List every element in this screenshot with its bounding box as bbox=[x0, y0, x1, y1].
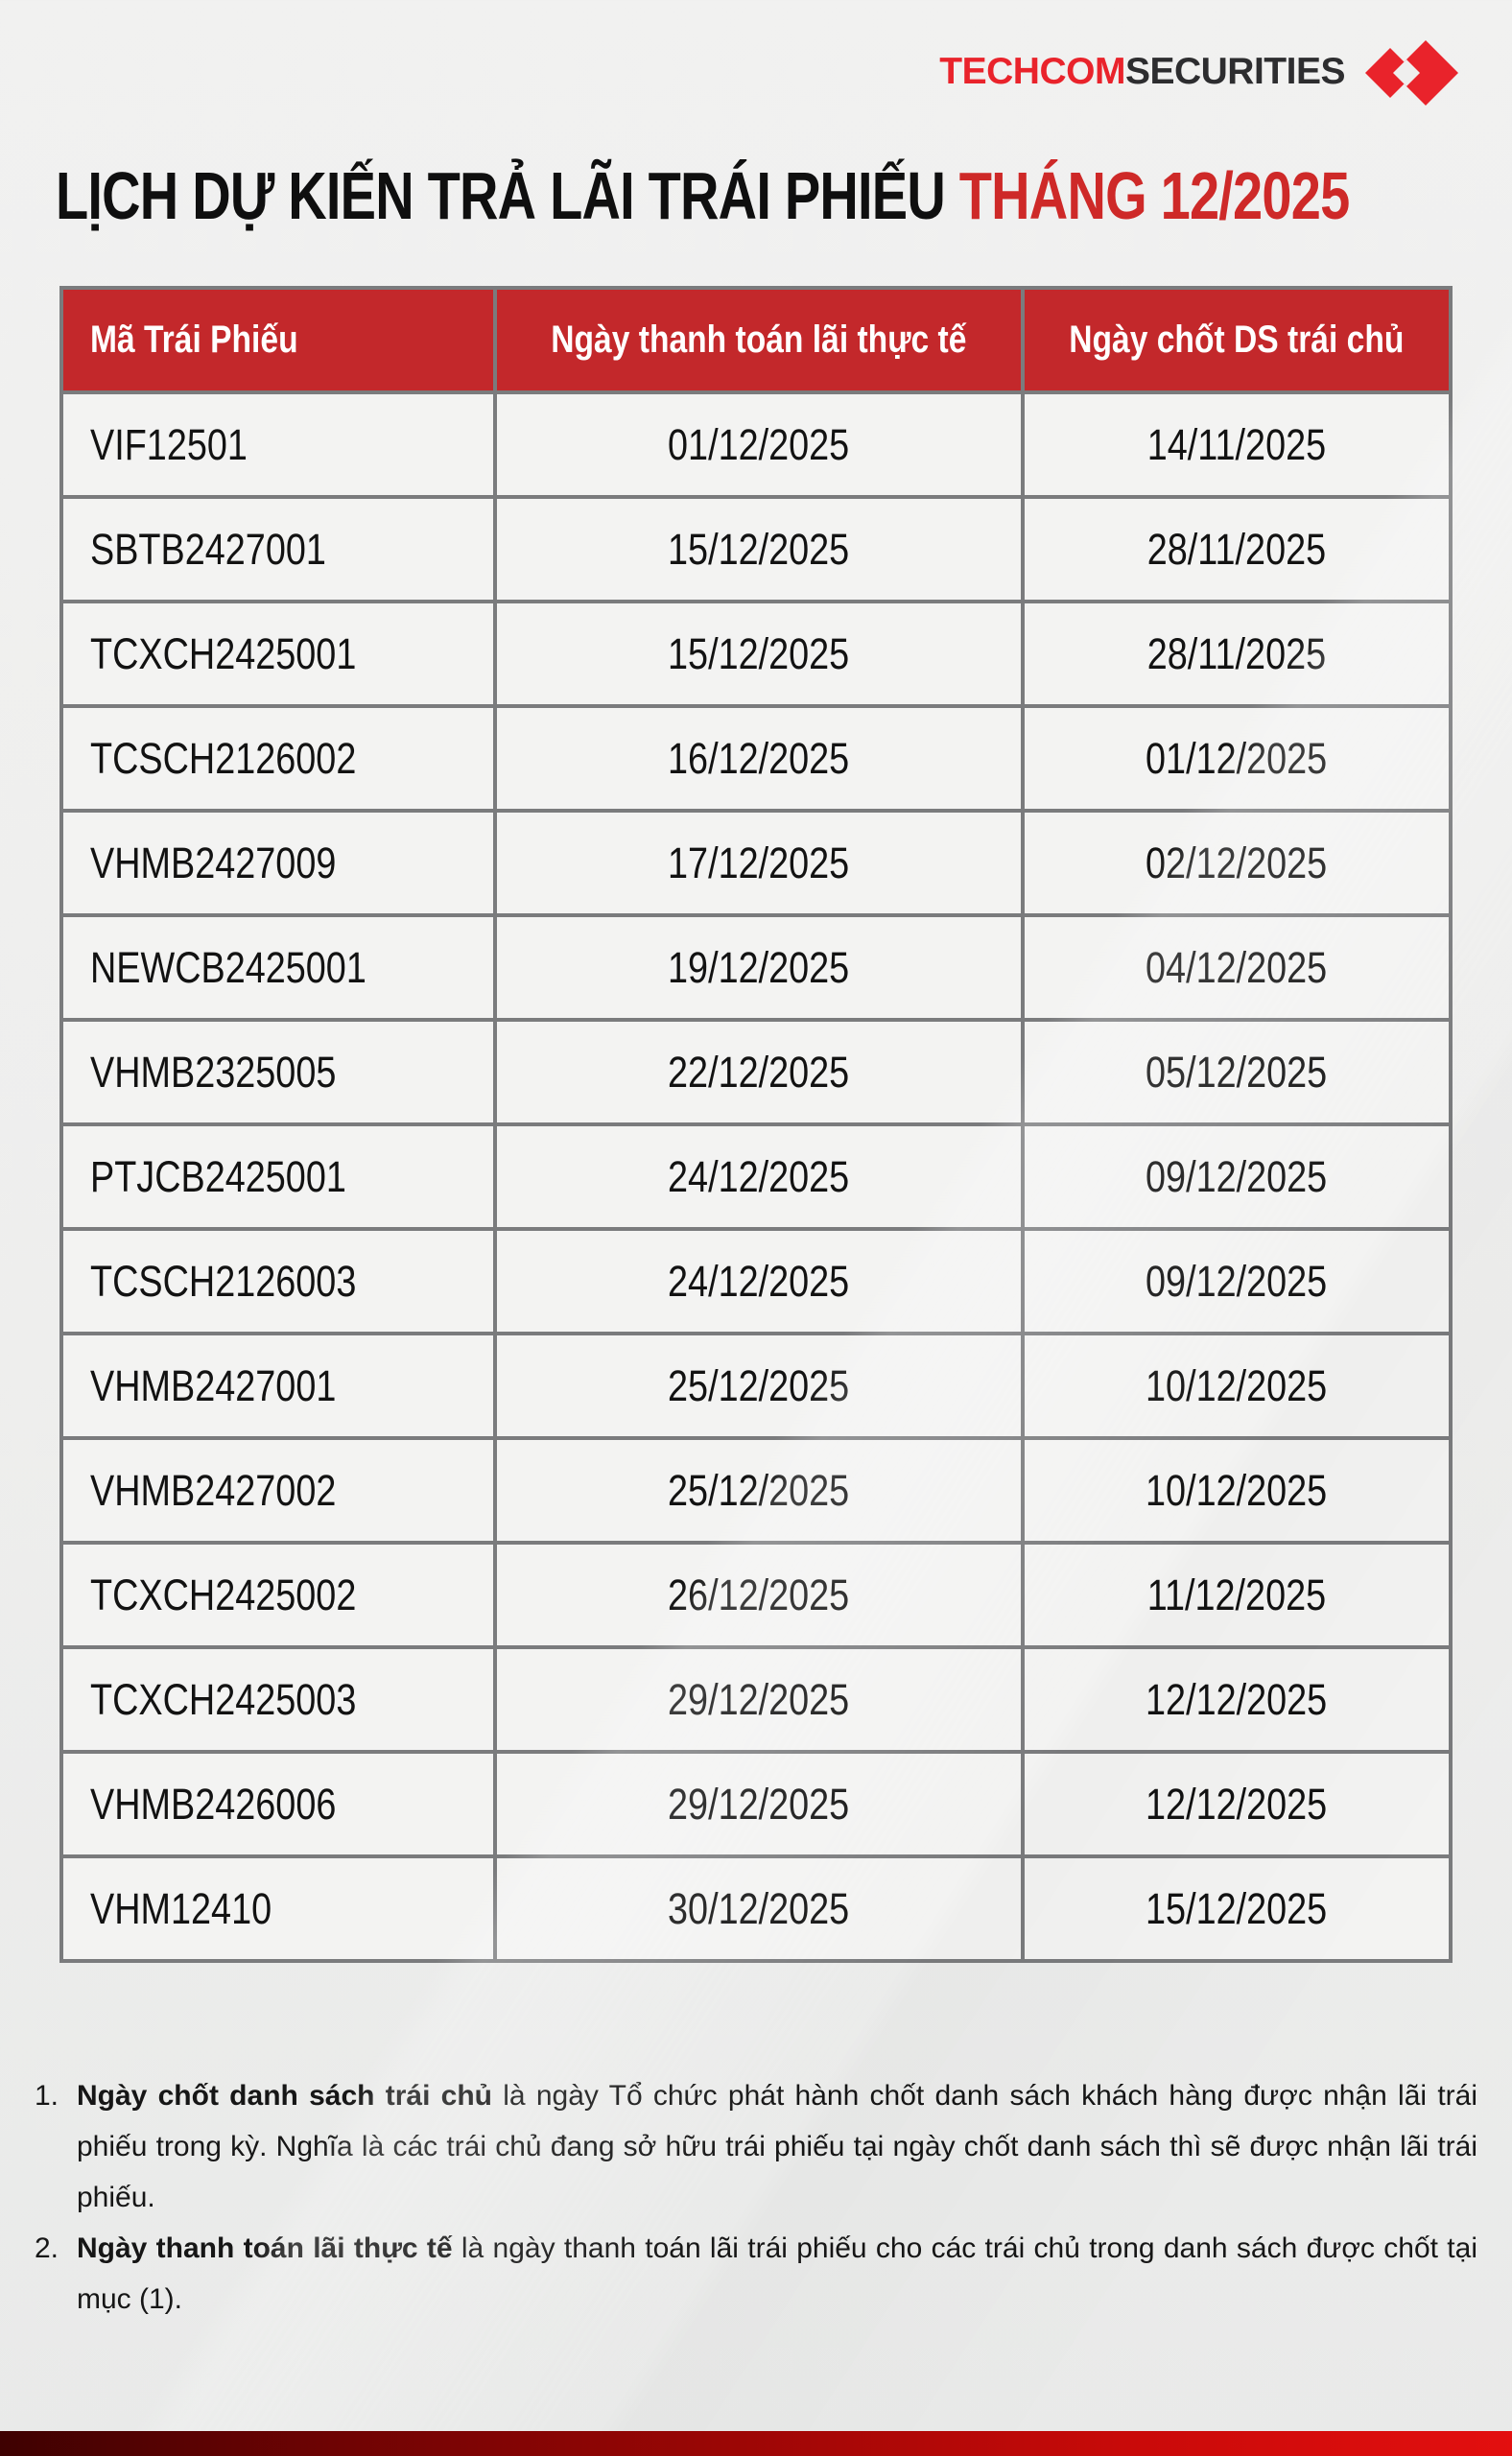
bond-schedule-table: Mã Trái Phiếu Ngày thanh toán lãi thực t… bbox=[59, 286, 1453, 1963]
logo-securities: SECURITIES bbox=[1124, 50, 1346, 92]
bond-code-cell: SBTB2427001 bbox=[59, 495, 497, 603]
payment-date-cell: 30/12/2025 bbox=[492, 1854, 1026, 1963]
header-record-date: Ngày chốt DS trái chủ bbox=[1021, 286, 1453, 394]
record-date-cell: 09/12/2025 bbox=[1021, 1122, 1453, 1231]
payment-date-cell: 29/12/2025 bbox=[492, 1645, 1026, 1754]
note-1: 1. Ngày chốt danh sách trái chủ là ngày … bbox=[35, 2070, 1477, 2223]
bond-code-cell: TCSCH2126003 bbox=[59, 1227, 497, 1335]
page-title: LỊCH DỰ KIẾN TRẢ LÃI TRÁI PHIẾU THÁNG 12… bbox=[56, 155, 1477, 236]
logo-techcom: TECHCOM bbox=[939, 50, 1125, 92]
payment-date-cell: 29/12/2025 bbox=[492, 1750, 1026, 1858]
table-row: VHMB2427009 17/12/2025 02/12/2025 bbox=[59, 809, 1453, 917]
bond-code-cell: VHMB2325005 bbox=[59, 1018, 497, 1126]
payment-date-cell: 24/12/2025 bbox=[492, 1227, 1026, 1335]
payment-date-cell: 19/12/2025 bbox=[492, 913, 1026, 1022]
table-row: PTJCB2425001 24/12/2025 09/12/2025 bbox=[59, 1122, 1453, 1231]
record-date-cell: 04/12/2025 bbox=[1021, 913, 1453, 1022]
record-date-cell: 12/12/2025 bbox=[1021, 1750, 1453, 1858]
record-date-cell: 01/12/2025 bbox=[1021, 704, 1453, 813]
table-row: SBTB2427001 15/12/2025 28/11/2025 bbox=[59, 495, 1453, 603]
record-date-cell: 09/12/2025 bbox=[1021, 1227, 1453, 1335]
note-1-text: Ngày chốt danh sách trái chủ là ngày Tổ … bbox=[77, 2080, 1477, 2213]
payment-date-cell: 16/12/2025 bbox=[492, 704, 1026, 813]
header-payment-date: Ngày thanh toán lãi thực tế bbox=[492, 286, 1026, 394]
table-row: TCXCH2425001 15/12/2025 28/11/2025 bbox=[59, 600, 1453, 708]
table-row: VHMB2426006 29/12/2025 12/12/2025 bbox=[59, 1750, 1453, 1858]
table-row: VHMB2427001 25/12/2025 10/12/2025 bbox=[59, 1332, 1453, 1440]
bond-code-cell: TCXCH2425001 bbox=[59, 600, 497, 708]
record-date-cell: 28/11/2025 bbox=[1021, 600, 1453, 708]
payment-date-cell: 17/12/2025 bbox=[492, 809, 1026, 917]
table-row: TCXCH2425002 26/12/2025 11/12/2025 bbox=[59, 1541, 1453, 1649]
bottom-accent-bar bbox=[0, 2431, 1512, 2456]
bond-code-cell: TCSCH2126002 bbox=[59, 704, 497, 813]
payment-date-cell: 25/12/2025 bbox=[492, 1436, 1026, 1545]
record-date-cell: 15/12/2025 bbox=[1021, 1854, 1453, 1963]
table-row: VHMB2427002 25/12/2025 10/12/2025 bbox=[59, 1436, 1453, 1545]
bond-code-cell: VHM12410 bbox=[59, 1854, 497, 1963]
note-1-number: 1. bbox=[35, 2080, 59, 2112]
record-date-cell: 12/12/2025 bbox=[1021, 1645, 1453, 1754]
note-2: 2. Ngày thanh toán lãi thực tế là ngày t… bbox=[35, 2223, 1477, 2325]
logo-diamonds-icon bbox=[1365, 40, 1458, 106]
logo-text: TECHCOMSECURITIES bbox=[939, 53, 1345, 90]
record-date-cell: 11/12/2025 bbox=[1021, 1541, 1453, 1649]
title-main: LỊCH DỰ KIẾN TRẢ LÃI TRÁI PHIẾU bbox=[56, 158, 946, 233]
bond-code-cell: VHMB2426006 bbox=[59, 1750, 497, 1858]
payment-date-cell: 24/12/2025 bbox=[492, 1122, 1026, 1231]
record-date-cell: 02/12/2025 bbox=[1021, 809, 1453, 917]
note-2-number: 2. bbox=[35, 2232, 59, 2264]
bond-code-cell: PTJCB2425001 bbox=[59, 1122, 497, 1231]
record-date-cell: 05/12/2025 bbox=[1021, 1018, 1453, 1126]
bond-code-cell: VHMB2427001 bbox=[59, 1332, 497, 1440]
table-row: VIF12501 01/12/2025 14/11/2025 bbox=[59, 390, 1453, 499]
bond-code-cell: NEWCB2425001 bbox=[59, 913, 497, 1022]
table-row: VHM12410 30/12/2025 15/12/2025 bbox=[59, 1854, 1453, 1963]
bond-code-cell: VHMB2427009 bbox=[59, 809, 497, 917]
payment-date-cell: 25/12/2025 bbox=[492, 1332, 1026, 1440]
record-date-cell: 28/11/2025 bbox=[1021, 495, 1453, 603]
bond-code-cell: TCXCH2425003 bbox=[59, 1645, 497, 1754]
table-row: VHMB2325005 22/12/2025 05/12/2025 bbox=[59, 1018, 1453, 1126]
payment-date-cell: 01/12/2025 bbox=[492, 390, 1026, 499]
record-date-cell: 10/12/2025 bbox=[1021, 1332, 1453, 1440]
payment-date-cell: 15/12/2025 bbox=[492, 600, 1026, 708]
title-month: THÁNG 12/2025 bbox=[958, 158, 1350, 233]
table-row: TCSCH2126002 16/12/2025 01/12/2025 bbox=[59, 704, 1453, 813]
record-date-cell: 10/12/2025 bbox=[1021, 1436, 1453, 1545]
header-bond-code: Mã Trái Phiếu bbox=[59, 286, 497, 394]
table-row: NEWCB2425001 19/12/2025 04/12/2025 bbox=[59, 913, 1453, 1022]
table-body: VIF12501 01/12/2025 14/11/2025 SBTB2427001 1… bbox=[59, 390, 1453, 1963]
note-2-text: Ngày thanh toán lãi thực tế là ngày than… bbox=[77, 2232, 1477, 2315]
record-date-cell: 14/11/2025 bbox=[1021, 390, 1453, 499]
table-row: TCXCH2425003 29/12/2025 12/12/2025 bbox=[59, 1645, 1453, 1754]
table-row: TCSCH2126003 24/12/2025 09/12/2025 bbox=[59, 1227, 1453, 1335]
bond-code-cell: VIF12501 bbox=[59, 390, 497, 499]
payment-date-cell: 26/12/2025 bbox=[492, 1541, 1026, 1649]
bond-code-cell: VHMB2427002 bbox=[59, 1436, 497, 1545]
logo-row: TECHCOMSECURITIES bbox=[35, 0, 1468, 107]
table-header-row: Mã Trái Phiếu Ngày thanh toán lãi thực t… bbox=[59, 286, 1453, 394]
bond-code-cell: TCXCH2425002 bbox=[59, 1541, 497, 1649]
payment-date-cell: 22/12/2025 bbox=[492, 1018, 1026, 1126]
techcom-securities-logo: TECHCOMSECURITIES bbox=[939, 35, 1468, 107]
notes: 1. Ngày chốt danh sách trái chủ là ngày … bbox=[35, 2070, 1477, 2325]
payment-date-cell: 15/12/2025 bbox=[492, 495, 1026, 603]
